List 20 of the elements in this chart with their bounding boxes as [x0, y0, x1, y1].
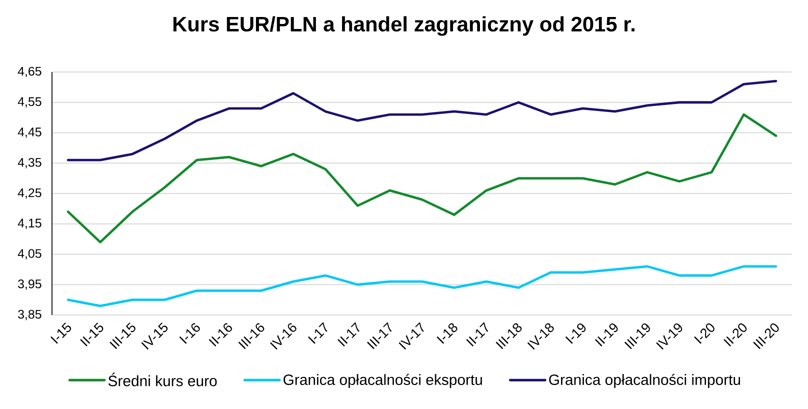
y-tick-label: 3,85: [18, 310, 42, 320]
x-tick-label: I-17: [308, 322, 328, 344]
x-tick-label: I-20: [694, 323, 714, 344]
x-tick-label: I-15: [50, 322, 72, 344]
y-tick-label: 4,15: [18, 218, 42, 229]
line-series: [66, 80, 778, 162]
y-tick-label: 4,05: [18, 249, 42, 260]
y-tick-label: 4,55: [18, 97, 42, 108]
y-tick-label: 4,65: [18, 66, 42, 78]
x-tick-label: I-18: [436, 323, 458, 344]
y-tick-label: 4,45: [18, 128, 42, 138]
x-tick-label: I-19: [565, 323, 586, 344]
legend-label: Granica opłacalności importu: [549, 374, 740, 388]
y-tick-label: 4,25: [18, 188, 42, 199]
y-tick-label: 4,35: [18, 158, 42, 168]
legend-label: Średni kurs euro: [108, 372, 217, 386]
chart-title: Kurs EUR/PLN a handel zagraniczny od 2015 r.: [173, 16, 635, 36]
y-tick-label: 3,95: [18, 279, 42, 290]
legend-label: Granica opłacalności eksportu: [284, 374, 482, 388]
x-tick-label: I-16: [179, 323, 200, 344]
